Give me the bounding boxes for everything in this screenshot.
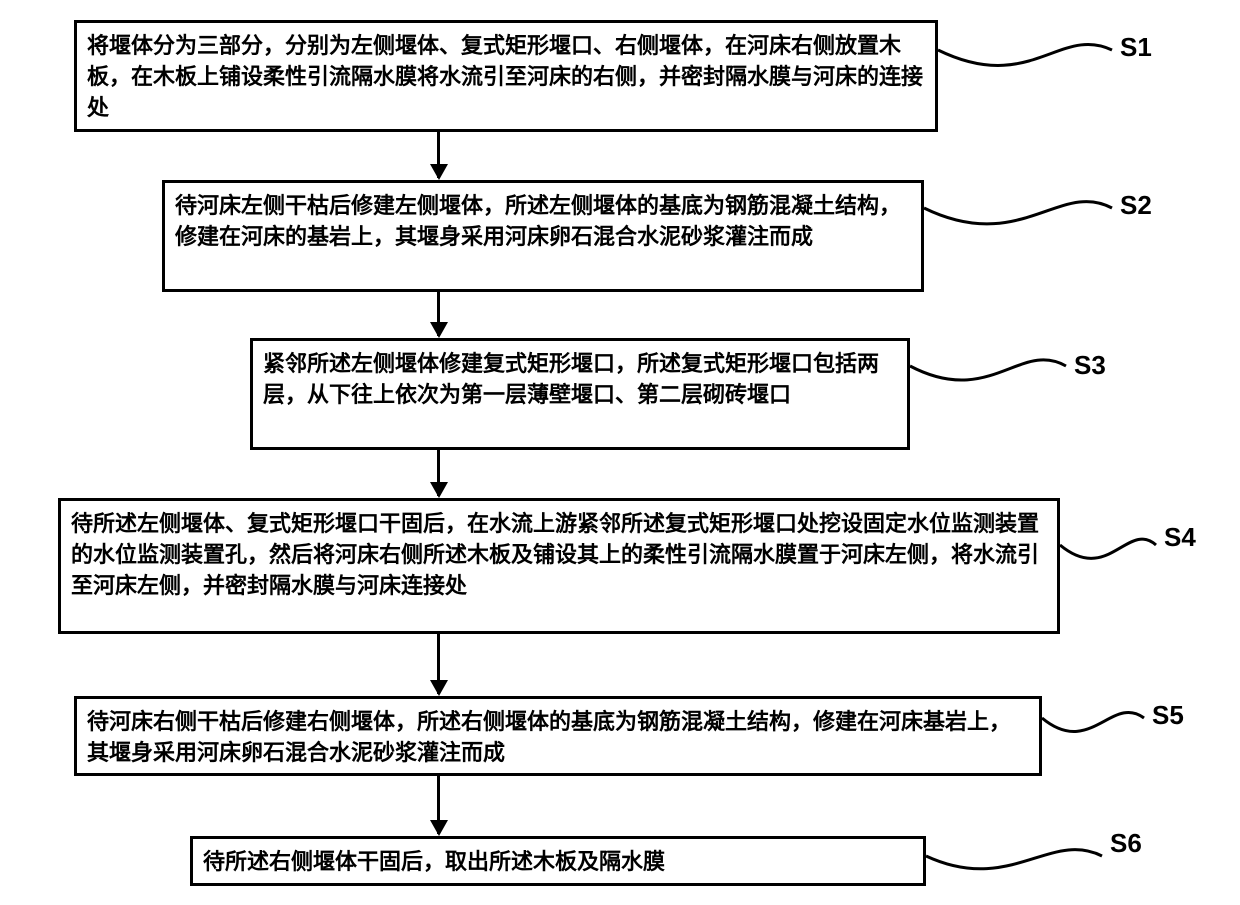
arrow-5	[437, 776, 440, 834]
step-text-s2: 待河床左侧干枯后修建左侧堰体，所述左侧堰体的基底为钢筋混凝土结构，修建在河床的基…	[175, 193, 901, 249]
step-box-s6: 待所述右侧堰体干固后，取出所述木板及隔水膜	[190, 836, 926, 886]
connector-s6	[916, 820, 1112, 905]
arrow-3	[437, 450, 440, 496]
step-label-s4: S4	[1164, 522, 1196, 553]
connector-s2	[914, 170, 1122, 265]
flowchart-container: 将堰体分为三部分，分别为左侧堰体、复式矩形堰口、右侧堰体，在河床右侧放置木板，在…	[0, 0, 1240, 902]
step-label-s3: S3	[1074, 350, 1106, 381]
connector-s1	[928, 15, 1122, 105]
step-text-s6: 待所述右侧堰体干固后，取出所述木板及隔水膜	[203, 849, 665, 874]
step-label-s5: S5	[1152, 700, 1184, 731]
arrow-2	[437, 292, 440, 336]
arrow-1	[437, 132, 440, 178]
connector-s4	[1050, 510, 1166, 595]
step-box-s2: 待河床左侧干枯后修建左侧堰体，所述左侧堰体的基底为钢筋混凝土结构，修建在河床的基…	[162, 180, 924, 292]
step-box-s3: 紧邻所述左侧堰体修建复式矩形堰口，所述复式矩形堰口包括两层，从下往上依次为第一层…	[250, 338, 910, 450]
step-box-s1: 将堰体分为三部分，分别为左侧堰体、复式矩形堰口、右侧堰体，在河床右侧放置木板，在…	[74, 20, 938, 132]
step-label-s6: S6	[1110, 828, 1142, 859]
step-text-s3: 紧邻所述左侧堰体修建复式矩形堰口，所述复式矩形堰口包括两层，从下往上依次为第一层…	[263, 351, 879, 407]
step-box-s4: 待所述左侧堰体、复式矩形堰口干固后，在水流上游紧邻所述复式矩形堰口处挖设固定水位…	[58, 498, 1060, 634]
step-label-s1: S1	[1120, 32, 1152, 63]
step-label-s2: S2	[1120, 190, 1152, 221]
connector-s5	[1032, 684, 1154, 768]
step-text-s4: 待所述左侧堰体、复式矩形堰口干固后，在水流上游紧邻所述复式矩形堰口处挖设固定水位…	[71, 511, 1039, 598]
step-text-s5: 待河床右侧干枯后修建右侧堰体，所述右侧堰体的基底为钢筋混凝土结构，修建在河床基岩…	[87, 709, 1011, 765]
step-box-s5: 待河床右侧干枯后修建右侧堰体，所述右侧堰体的基底为钢筋混凝土结构，修建在河床基岩…	[74, 696, 1042, 776]
step-text-s1: 将堰体分为三部分，分别为左侧堰体、复式矩形堰口、右侧堰体，在河床右侧放置木板，在…	[87, 33, 923, 120]
arrow-4	[437, 634, 440, 694]
connector-s3	[900, 330, 1076, 418]
